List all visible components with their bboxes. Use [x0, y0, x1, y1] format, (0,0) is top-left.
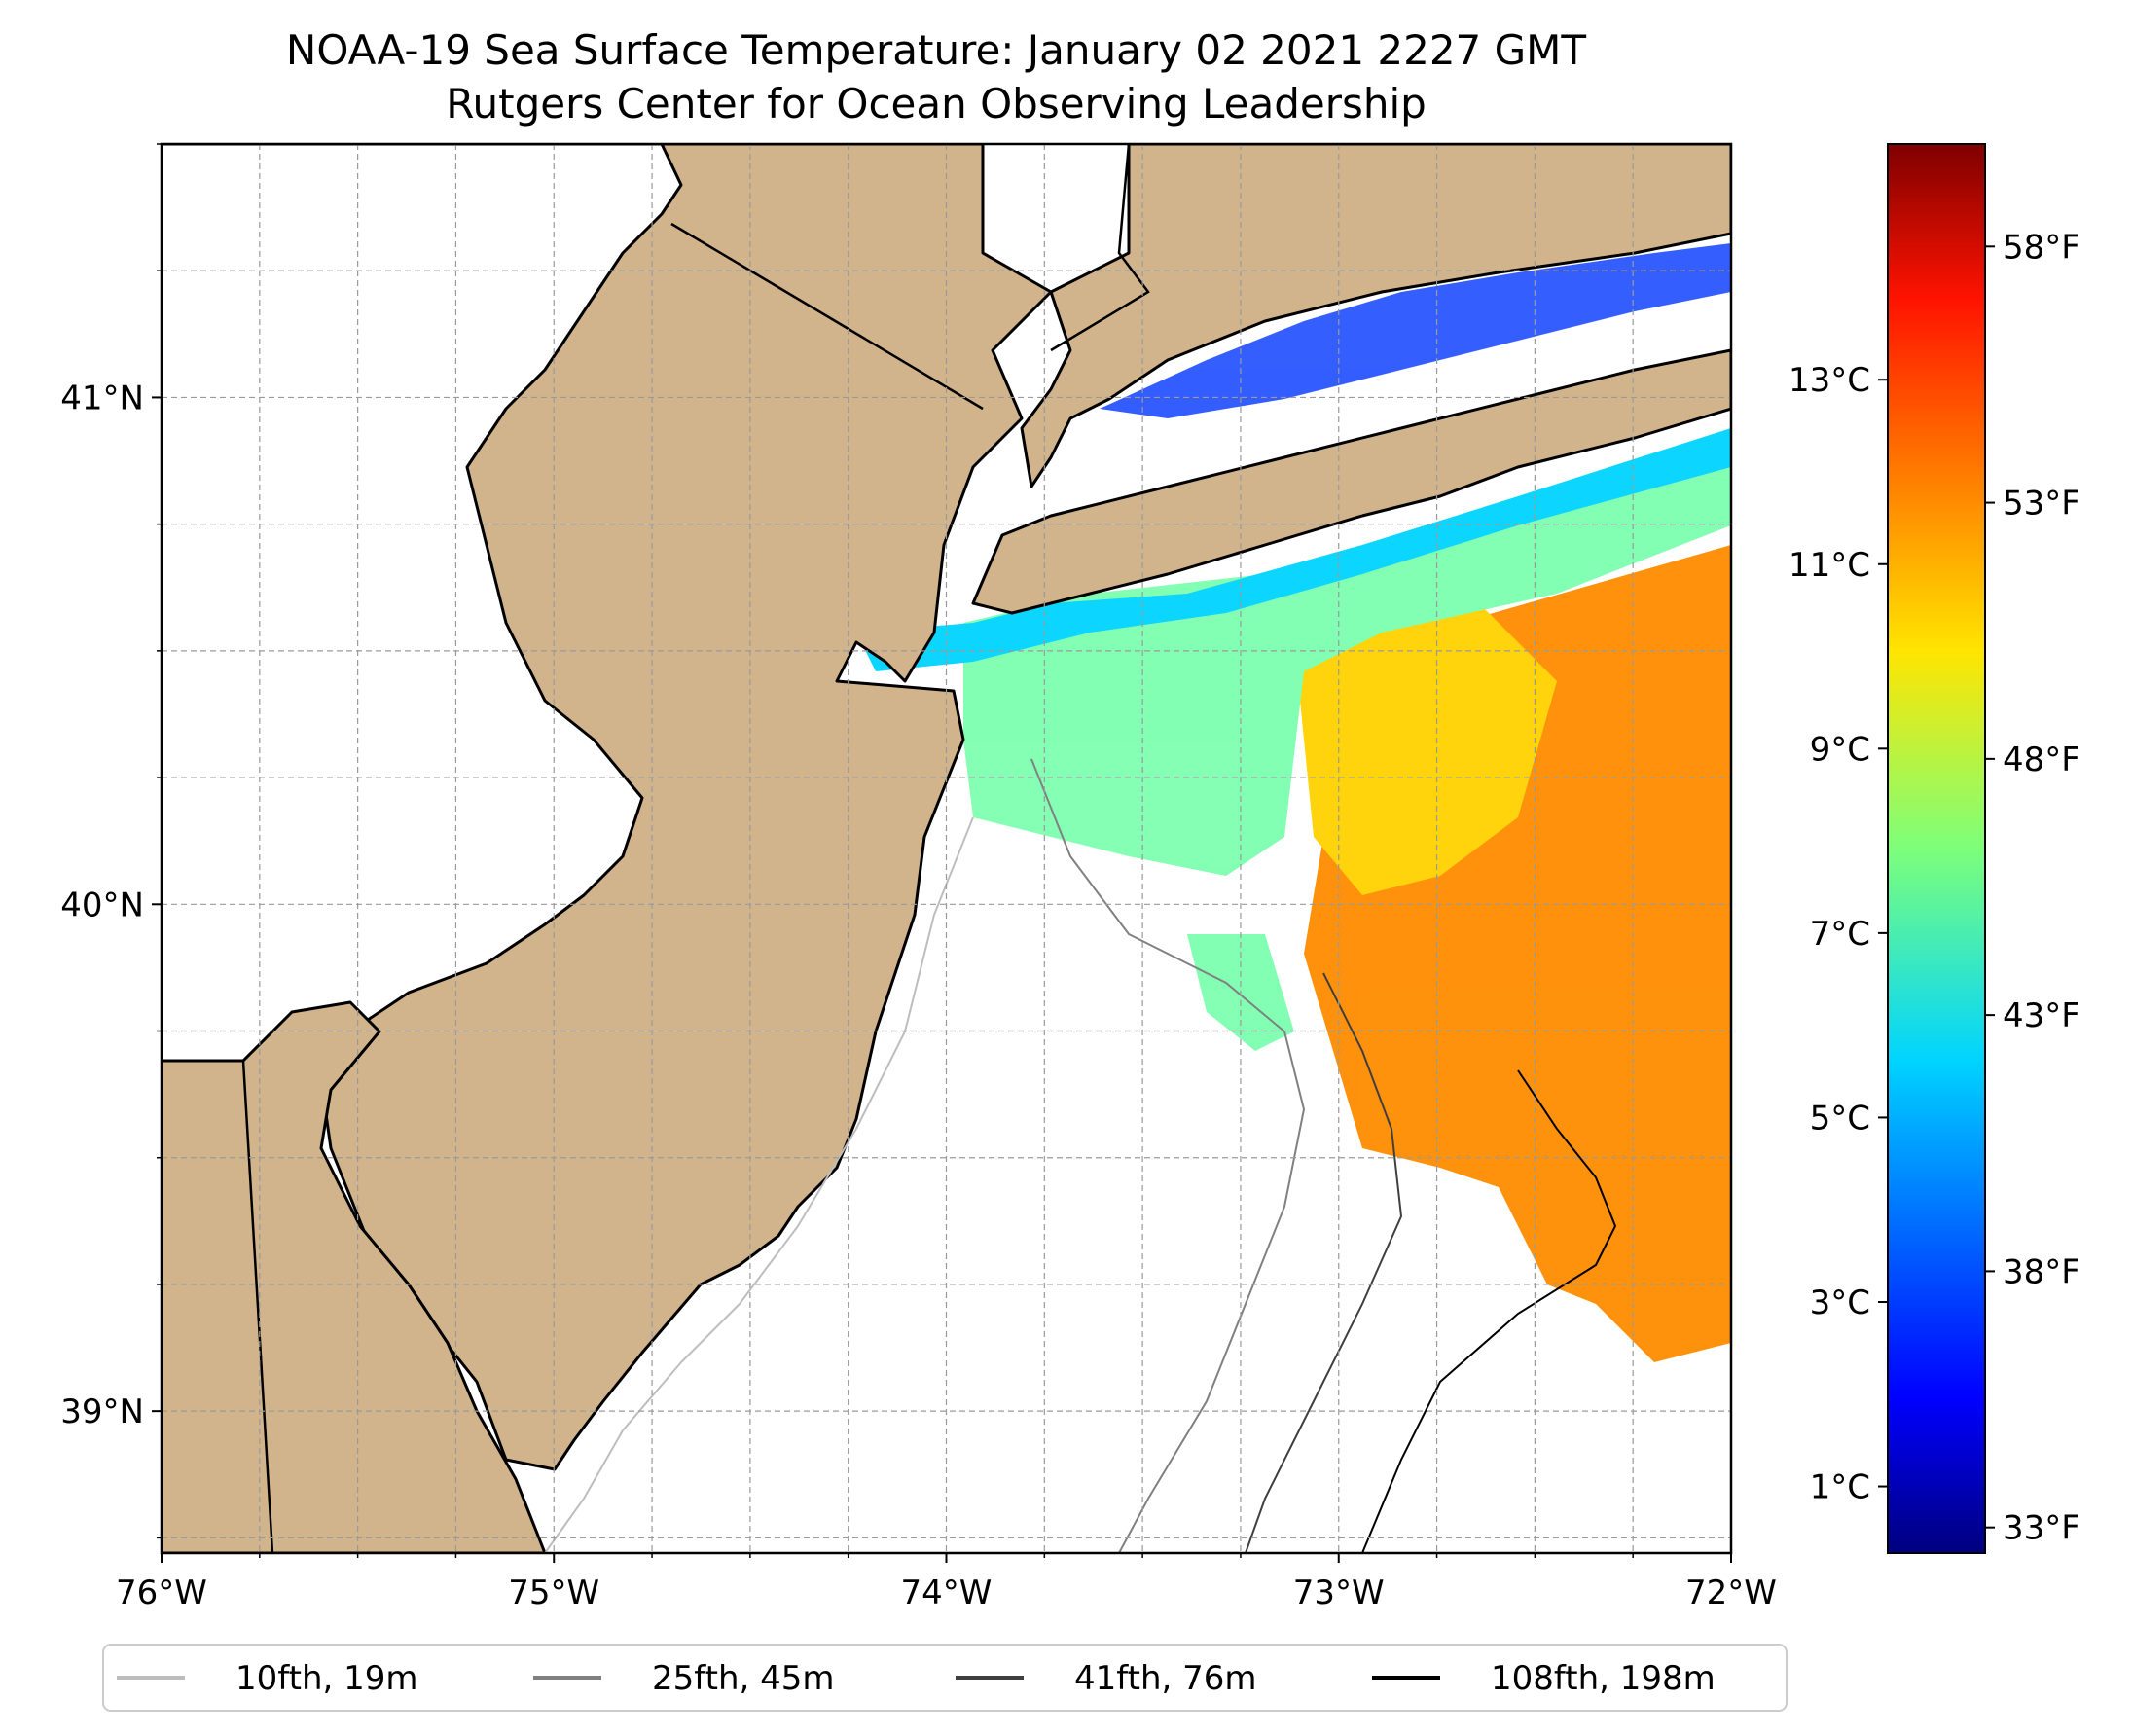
- sst-cold-coastal-band: [856, 428, 1731, 671]
- border-ny-nj: [670, 222, 984, 411]
- isobaths: [544, 758, 1617, 1553]
- sst-mid-region: [1294, 603, 1557, 895]
- isobath-legend: 10fth, 19m 25fth, 45m 41fth, 76m 108fth, 19…: [102, 1644, 1788, 1712]
- border-de-md: [241, 1060, 274, 1553]
- latitude-axis: 41°N 40°N 39°N: [60, 143, 162, 1539]
- land-delaware-maryland: [162, 1000, 547, 1553]
- lon-tick-label: 75°W: [508, 1573, 599, 1612]
- isobath-108fth: [1361, 1069, 1617, 1553]
- legend-frame: [102, 1644, 1788, 1712]
- sst-cool-band: [963, 457, 1731, 876]
- border-ct-ny: [1050, 144, 1150, 352]
- isobath-41fth: [1245, 972, 1403, 1553]
- isobath-25fth: [1030, 758, 1306, 1553]
- colorbar-celsius-ticks: 1°C 3°C 5°C 7°C 9°C 11°C 13°C: [1789, 361, 1888, 1507]
- land-new-jersey-pennsylvania: [162, 144, 1053, 1471]
- colorbar-f-label: 33°F: [2003, 1509, 2080, 1548]
- colorbar-c-label: 13°C: [1789, 361, 1870, 400]
- gridlines: [162, 144, 1731, 1553]
- colorbar-c-label: 5°C: [1810, 1099, 1870, 1138]
- lat-tick-label: 41°N: [60, 379, 144, 417]
- colorbar: 33°F 38°F 43°F 48°F 53°F 58°F 1°C 3°C 5°C 7°C 9°C…: [1789, 143, 2080, 1554]
- lat-tick-label: 40°N: [60, 886, 144, 924]
- colorbar-f-label: 43°F: [2003, 996, 2080, 1035]
- colorbar-f-label: 53°F: [2003, 485, 2080, 524]
- colorbar-c-label: 11°C: [1789, 546, 1870, 585]
- colorbar-gradient: [1887, 143, 1986, 1554]
- isobath-10fth: [544, 816, 974, 1553]
- lon-tick-label: 76°W: [116, 1573, 207, 1612]
- colorbar-c-label: 3°C: [1810, 1284, 1870, 1322]
- legend-label: 108fth, 198m: [1491, 1659, 1716, 1698]
- state-borders: [241, 144, 1150, 1553]
- colorbar-f-label: 48°F: [2003, 741, 2080, 779]
- lon-tick-label: 72°W: [1685, 1573, 1777, 1612]
- longitude-axis: 76°W 75°W 74°W 73°W 72°W: [116, 1553, 1777, 1612]
- colorbar-fahrenheit-ticks: 33°F 38°F 43°F 48°F 53°F 58°F: [1985, 228, 2080, 1548]
- legend-label: 25fth, 45m: [652, 1659, 835, 1698]
- map-panel: [162, 144, 1731, 1553]
- lon-tick-label: 74°W: [901, 1573, 993, 1612]
- colorbar-c-label: 7°C: [1810, 915, 1870, 954]
- colorbar-f-label: 58°F: [2003, 228, 2080, 267]
- sst-longisland-sound: [1100, 243, 1731, 418]
- legend-label: 10fth, 19m: [235, 1659, 418, 1698]
- lat-tick-label: 39°N: [60, 1392, 144, 1431]
- colorbar-f-label: 38°F: [2003, 1252, 2080, 1291]
- legend-label: 41fth, 76m: [1074, 1659, 1257, 1698]
- title-line-2: Rutgers Center for Ocean Observing Leade…: [446, 80, 1427, 127]
- lon-tick-label: 73°W: [1293, 1573, 1385, 1612]
- colorbar-c-label: 9°C: [1810, 730, 1870, 769]
- land-long-island: [971, 348, 1731, 615]
- title-line-1: NOAA-19 Sea Surface Temperature: January…: [286, 26, 1587, 74]
- colorbar-c-label: 1°C: [1810, 1468, 1870, 1507]
- land-areas: [162, 144, 1731, 1553]
